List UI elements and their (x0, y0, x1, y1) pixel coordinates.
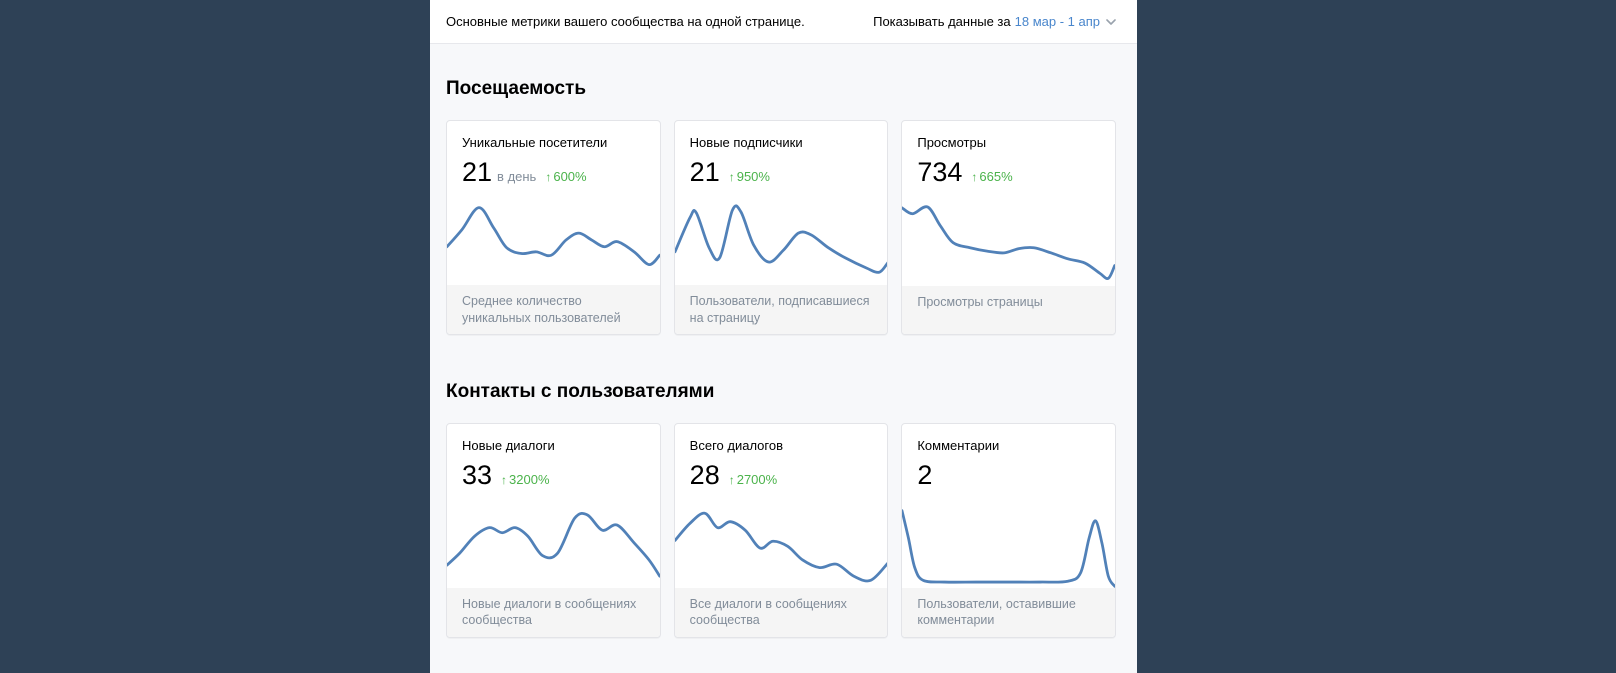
chevron-down-icon (1106, 18, 1116, 25)
metric-title: Новые диалоги (462, 437, 555, 453)
metric-title: Комментарии (917, 437, 1000, 453)
section-title-contacts: Контакты с пользователями (446, 380, 715, 402)
metric-growth-value: 2700% (736, 471, 778, 487)
metric-growth-value: 665% (979, 168, 1013, 184)
stats-page-column: Основные метрики вашего сообщества на од… (430, 0, 1137, 673)
sparkline-chart (674, 186, 888, 286)
section-title-visits: Посещаемость (446, 78, 587, 99)
metric-card-comments: Комментарии 2 Пользователи, оставившие к… (901, 422, 1117, 638)
sparkline-chart (447, 489, 660, 589)
metric-card-total-dialogs: Всего диалогов 28 ↑ 2700% Все диалоги в с… (673, 422, 889, 638)
metric-card-new-subscribers: Новые подписчики 21 ↑ 950% Пользователи, … (673, 119, 889, 335)
growth-arrow-icon: ↑ (971, 169, 978, 184)
date-range-value: 18 мар - 1 апр (1014, 14, 1100, 29)
sparkline-chart (674, 489, 888, 589)
metric-growth: ↑ 950% (729, 169, 770, 184)
metric-growth: ↑ 665% (971, 169, 1012, 184)
metric-caption: Все диалоги в сообщениях сообщества (674, 588, 888, 637)
metric-caption: Пользователи, подписавшиеся на страницу (674, 285, 888, 334)
sparkline-chart (902, 489, 1116, 589)
growth-arrow-icon: ↑ (545, 169, 552, 184)
metric-caption: Среднее количество уникальных пользовате… (447, 285, 660, 334)
metric-value: 33 (462, 459, 493, 490)
metric-value-suffix: в день (497, 168, 537, 184)
page-content: Посещаемость Уникальные посетители 21 в … (430, 78, 1137, 638)
metric-caption: Пользователи, оставившие комментарии (902, 588, 1116, 637)
metric-growth: ↑ 600% (545, 169, 586, 184)
metric-card-new-dialogs: Новые диалоги 33 ↑ 3200% Новые диалоги в … (446, 422, 661, 638)
metric-value: 21 (689, 156, 720, 187)
metric-value: 21 (462, 156, 493, 187)
date-range-prefix: Показывать данные за (873, 14, 1011, 29)
metric-growth-value: 3200% (509, 471, 550, 487)
metric-growth: ↑ 2700% (729, 472, 777, 487)
metric-growth-value: 600% (553, 168, 587, 184)
sparkline-chart (902, 186, 1116, 286)
metric-caption: Просмотры страницы (902, 285, 1116, 334)
metric-growth-value: 950% (736, 168, 770, 184)
metric-title: Новые подписчики (689, 134, 803, 150)
metric-title: Уникальные посетители (462, 134, 608, 150)
metric-value: 28 (689, 459, 720, 490)
growth-arrow-icon: ↑ (728, 472, 735, 487)
metric-card-unique-visitors: Уникальные посетители 21 в день ↑ 600% Ср… (446, 119, 661, 335)
sparkline-chart (447, 186, 660, 286)
metric-title: Всего диалогов (689, 437, 784, 453)
metric-growth: ↑ 3200% (501, 472, 549, 487)
metric-caption: Новые диалоги в сообщениях сообщества (447, 588, 660, 637)
metric-value: 734 (917, 156, 963, 187)
growth-arrow-icon: ↑ (501, 472, 508, 487)
cards-row-visits: Уникальные посетители 21 в день ↑ 600% Ср… (446, 119, 1117, 335)
date-range-selector[interactable]: Показывать данные за 18 мар - 1 апр (873, 14, 1116, 29)
metric-value: 2 (917, 459, 933, 490)
page-subtitle: Основные метрики вашего сообщества на од… (446, 14, 805, 29)
page-header: Основные метрики вашего сообщества на од… (430, 0, 1137, 44)
metric-title: Просмотры (917, 134, 987, 150)
metric-card-views: Просмотры 734 ↑ 665% Просмотры страницы (901, 119, 1117, 335)
cards-row-contacts: Новые диалоги 33 ↑ 3200% Новые диалоги в … (446, 422, 1117, 638)
growth-arrow-icon: ↑ (728, 169, 735, 184)
